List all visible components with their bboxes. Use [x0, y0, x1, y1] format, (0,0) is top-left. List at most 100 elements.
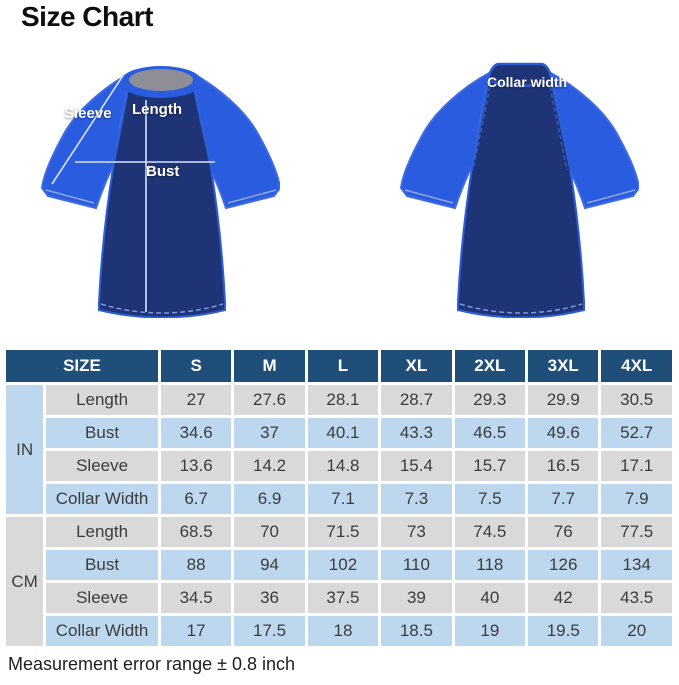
value-cell: 6.7: [160, 484, 232, 514]
value-cell: 19.5: [528, 616, 599, 646]
row-label: Bust: [46, 418, 158, 448]
right-cuff-stitch: [227, 189, 277, 204]
value-cell: 110: [381, 550, 452, 580]
value-cell: 13.6: [160, 451, 232, 481]
value-cell: 7.7: [528, 484, 599, 514]
value-cell: 16.5: [528, 451, 599, 481]
unit-label-in: IN: [6, 385, 44, 514]
col-header-l: L: [307, 350, 379, 382]
value-cell: 94: [234, 550, 305, 580]
value-cell: 88: [160, 550, 232, 580]
value-cell: 73: [381, 517, 452, 547]
sleeve-measure-line: [51, 73, 125, 185]
value-cell: 68.5: [160, 517, 232, 547]
value-cell: 29.9: [528, 385, 599, 415]
value-cell: 18.5: [381, 616, 452, 646]
row-label: Sleeve: [46, 451, 158, 481]
page-title: Size Chart: [21, 1, 153, 32]
unit-label-cm: CM: [6, 517, 44, 646]
col-header-size: SIZE: [6, 350, 158, 382]
value-cell: 77.5: [601, 517, 672, 547]
value-cell: 14.2: [234, 451, 305, 481]
value-cell: 27.6: [234, 385, 305, 415]
row-label: Length: [46, 517, 158, 547]
value-cell: 17: [160, 616, 232, 646]
size-chart-table: SIZE S M L XL 2XL 3XL 4XL IN Length 27 2…: [3, 347, 675, 649]
front-shirt-diagram: [40, 66, 280, 318]
shirt-body: [457, 76, 585, 318]
value-cell: 14.8: [307, 451, 379, 481]
value-cell: 49.6: [528, 418, 599, 448]
col-header-3xl: 3XL: [528, 350, 599, 382]
value-cell: 74.5: [454, 517, 526, 547]
value-cell: 6.9: [234, 484, 305, 514]
value-cell: 52.7: [601, 418, 672, 448]
value-cell: 39: [381, 583, 452, 613]
value-cell: 17.1: [601, 451, 672, 481]
collar-width-measure-label: Collar width: [487, 74, 568, 90]
table-row-in-sleeve: Sleeve 13.6 14.2 14.8 15.4 15.7 16.5 17.…: [6, 451, 672, 481]
table-row-cm-length: CM Length 68.5 70 71.5 73 74.5 76 77.5: [6, 517, 672, 646]
table-row-cm-collar: Collar Width 17 17.5 18 18.5 19 19.5 20: [6, 616, 672, 646]
value-cell: 7.5: [454, 484, 526, 514]
value-cell: 126: [528, 550, 599, 580]
col-header-xl: XL: [381, 350, 452, 382]
value-cell: 7.3: [381, 484, 452, 514]
sleeve-measure-label: Sleeve: [64, 105, 112, 122]
row-label: Sleeve: [46, 583, 158, 613]
value-cell: 27: [160, 385, 232, 415]
value-cell: 36: [234, 583, 305, 613]
value-cell: 40.1: [307, 418, 379, 448]
left-cuff-stitch: [404, 189, 454, 204]
value-cell: 28.1: [307, 385, 379, 415]
measurement-error-note: Measurement error range ± 0.8 inch: [8, 654, 296, 674]
back-shirt-diagram: [399, 62, 639, 318]
value-cell: 46.5: [454, 418, 526, 448]
row-label: Length: [46, 385, 158, 415]
value-cell: 15.4: [381, 451, 452, 481]
value-cell: 102: [307, 550, 379, 580]
value-cell: 19: [454, 616, 526, 646]
value-cell: 29.3: [454, 385, 526, 415]
table-row-in-length: IN Length 27 27.6 28.1 28.7 29.3 29.9 30…: [6, 385, 672, 514]
table-row-in-bust: Bust 34.6 37 40.1 43.3 46.5 49.6 52.7: [6, 418, 672, 448]
col-header-s: S: [160, 350, 232, 382]
table-row-cm-sleeve: Sleeve 34.5 36 37.5 39 40 42 43.5: [6, 583, 672, 613]
value-cell: 37.5: [307, 583, 379, 613]
value-cell: 43.3: [381, 418, 452, 448]
right-raglan-stitch: [548, 79, 568, 171]
right-cuff-stitch: [586, 189, 636, 204]
collar-inner: [129, 69, 193, 91]
value-cell: 34.5: [160, 583, 232, 613]
value-cell: 40: [454, 583, 526, 613]
header-row: SIZE S M L XL 2XL 3XL 4XL: [6, 350, 672, 382]
value-cell: 28.7: [381, 385, 452, 415]
collar-band: [486, 62, 554, 88]
value-cell: 43.5: [601, 583, 672, 613]
bust-measure-label: Bust: [146, 163, 180, 180]
left-raglan-stitch: [472, 79, 492, 171]
value-cell: 7.1: [307, 484, 379, 514]
value-cell: 17.5: [234, 616, 305, 646]
value-cell: 30.5: [601, 385, 672, 415]
value-cell: 15.7: [454, 451, 526, 481]
row-label: Collar Width: [46, 484, 158, 514]
value-cell: 134: [601, 550, 672, 580]
value-cell: 42: [528, 583, 599, 613]
value-cell: 70: [234, 517, 305, 547]
value-cell: 71.5: [307, 517, 379, 547]
value-cell: 7.9: [601, 484, 672, 514]
row-label: Collar Width: [46, 616, 158, 646]
table-row-in-collar: Collar Width 6.7 6.9 7.1 7.3 7.5 7.7 7.9: [6, 484, 672, 514]
value-cell: 34.6: [160, 418, 232, 448]
table-row-cm-bust: Bust 88 94 102 110 118 126 134: [6, 550, 672, 580]
value-cell: 37: [234, 418, 305, 448]
col-header-2xl: 2XL: [454, 350, 526, 382]
col-header-4xl: 4XL: [601, 350, 672, 382]
value-cell: 118: [454, 550, 526, 580]
left-cuff-stitch: [45, 189, 95, 204]
value-cell: 20: [601, 616, 672, 646]
row-label: Bust: [46, 550, 158, 580]
value-cell: 18: [307, 616, 379, 646]
